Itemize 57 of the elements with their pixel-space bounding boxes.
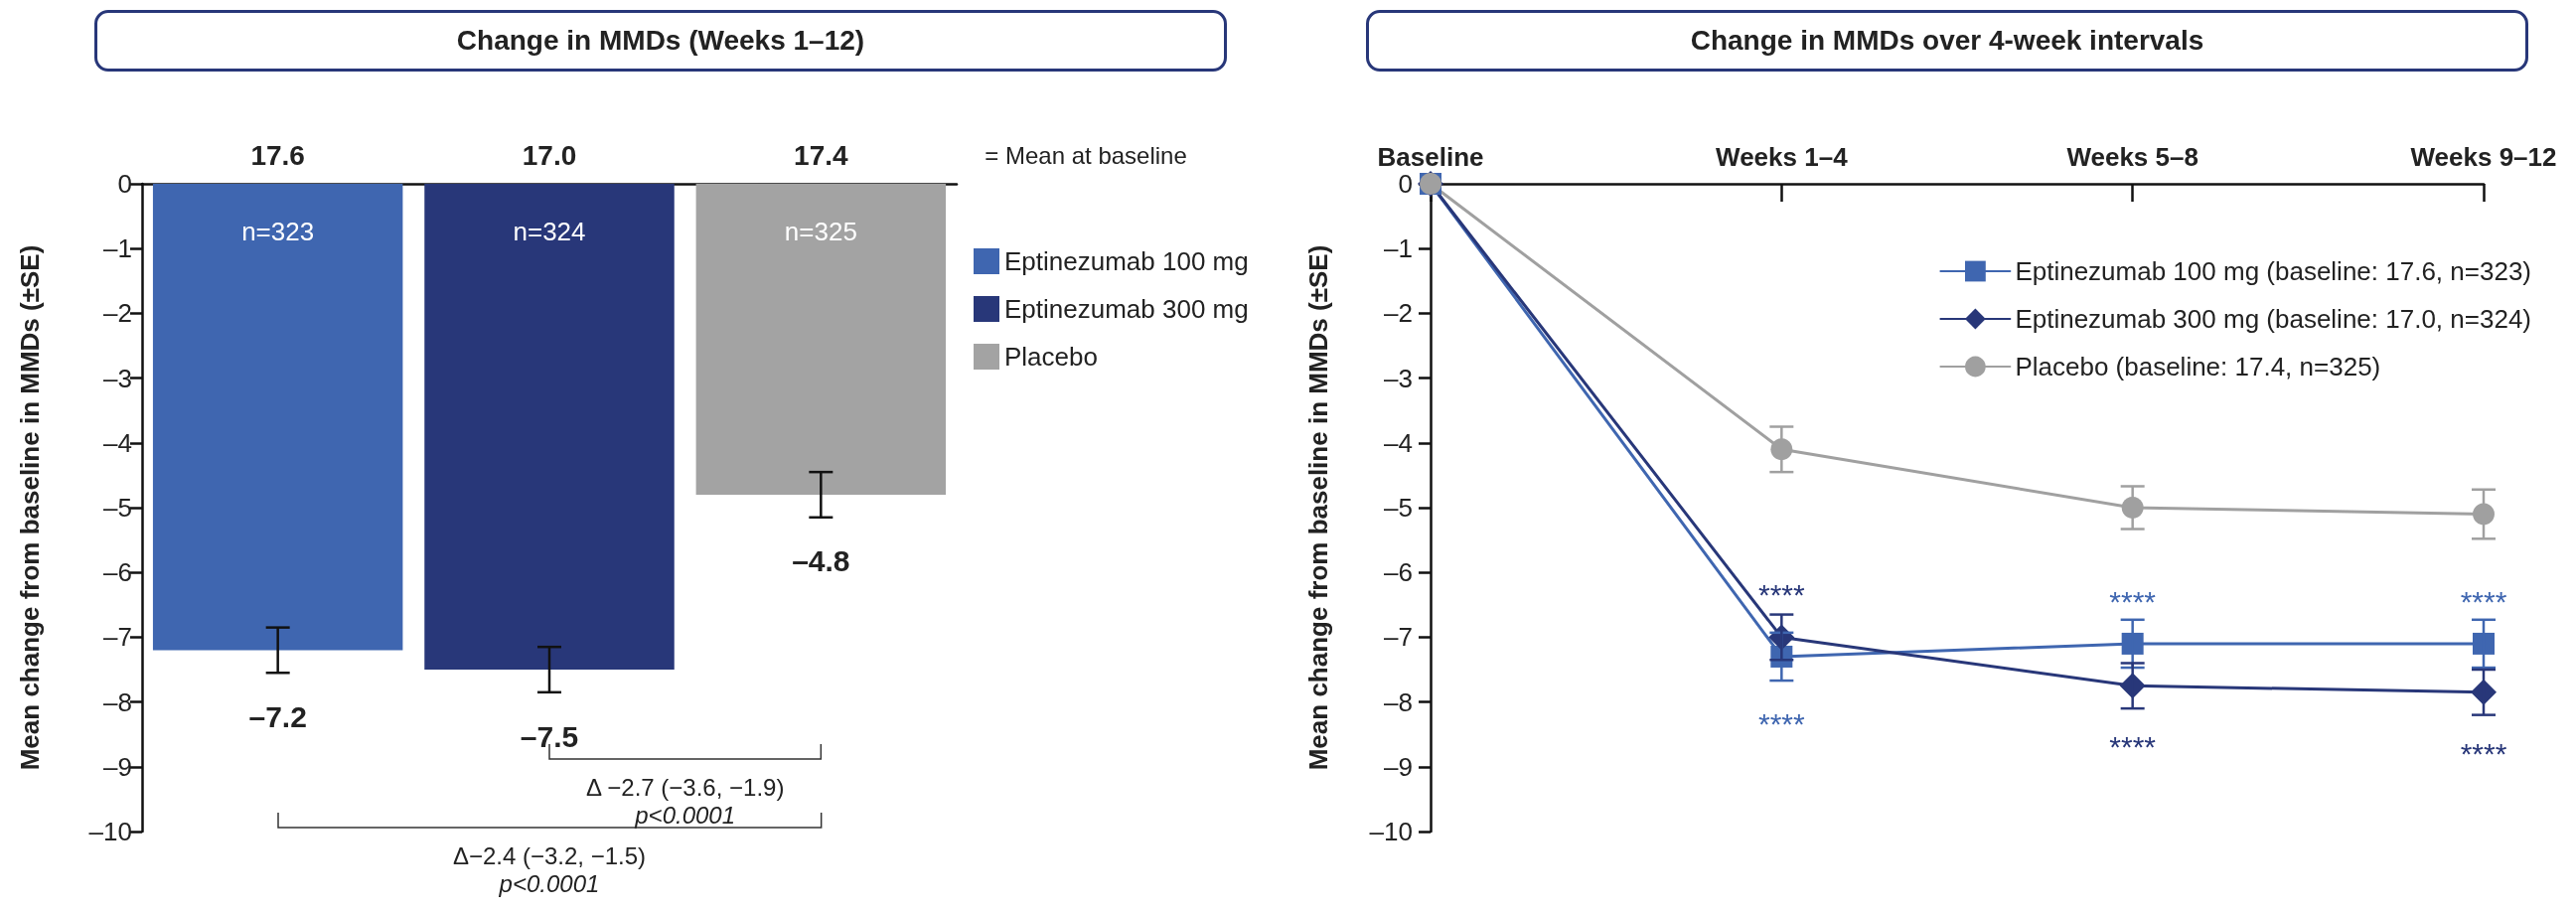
y-tick-label: 0 [117, 169, 132, 199]
y-tick-label: –1 [103, 233, 132, 264]
y-tick-label: –3 [1384, 363, 1413, 393]
annotation: **** [1757, 578, 1805, 613]
data-label: –7.5 [520, 719, 579, 753]
y-tick-label: –10 [1369, 817, 1413, 846]
y-tick-label: –7 [103, 622, 132, 653]
annotation: **** [2109, 584, 2157, 619]
annotation: **** [2109, 730, 2157, 765]
text: 17.6 [250, 140, 305, 172]
y-tick-label: –4 [103, 427, 132, 458]
annotation: n=324 [513, 216, 586, 247]
y-tick-label: –10 [88, 817, 132, 846]
y-tick-label: –6 [103, 557, 132, 588]
text: p<0.0001 [499, 869, 600, 898]
y-tick-label: –3 [103, 363, 132, 393]
legend-label: Eptinezumab 300 mg (baseline: 17.0, n=324) [2015, 304, 2532, 334]
x-tick-label: Weeks 1–4 [1716, 142, 1849, 172]
point [2473, 632, 2495, 655]
annotation: n=325 [784, 216, 857, 247]
y-tick-label: –8 [1384, 686, 1413, 717]
annotation: **** [2460, 736, 2507, 771]
text: = Mean at baseline [985, 142, 1187, 170]
y-tick-label: –4 [1384, 427, 1413, 458]
text: Δ−2.4 (−3.2, −1.5) [452, 841, 647, 870]
legend-label: Eptinezumab 100 mg (baseline: 17.6, n=323) [2015, 256, 2532, 286]
y-tick-label: –8 [103, 686, 132, 717]
y-tick-label: –9 [1384, 751, 1413, 782]
y-tick-label: –1 [1384, 233, 1413, 264]
annotation: **** [1757, 707, 1805, 742]
text: 17.4 [794, 140, 848, 172]
x-tick-label: Weeks 5–8 [2066, 142, 2198, 172]
data-label: –4.8 [792, 544, 850, 578]
y-tick-label: –2 [103, 298, 132, 329]
legend-label: Placebo (baseline: 17.4, n=325) [2015, 352, 2381, 381]
y-axis-title: Mean change from baseline in MMDs (±SE) [1303, 244, 1333, 771]
annotation: p<0.0001 [635, 802, 736, 831]
y-tick-label: –7 [1384, 622, 1413, 653]
y-tick-label: –9 [103, 751, 132, 782]
x-tick-label: Baseline [1377, 142, 1484, 172]
y-tick-label: –2 [1384, 298, 1413, 329]
y-axis-title: Mean change from baseline in MMDs (±SE) [15, 244, 45, 771]
annotation: **** [2460, 584, 2507, 619]
x-tick-label: Weeks 9–12 [2410, 142, 2557, 172]
data-label: –7.2 [248, 699, 307, 733]
y-tick-label: –5 [103, 493, 132, 523]
annotation: n=323 [241, 216, 315, 247]
legend-label: Eptinezumab 300 mg [1004, 294, 1249, 324]
y-tick-label: –6 [1384, 557, 1413, 588]
annotation: Δ −2.7 (−3.6, −1.9) [585, 774, 785, 803]
chart-title: Change in MMDs (Weeks 1–12) [94, 10, 1227, 72]
legend-label: Eptinezumab 100 mg [1004, 246, 1249, 276]
y-tick-label: 0 [1398, 169, 1413, 199]
text: 17.0 [522, 140, 577, 172]
legend-label: Placebo [1004, 342, 1098, 372]
chart-title: Change in MMDs over 4-week intervals [1366, 10, 2528, 72]
y-tick-label: –5 [1384, 493, 1413, 523]
